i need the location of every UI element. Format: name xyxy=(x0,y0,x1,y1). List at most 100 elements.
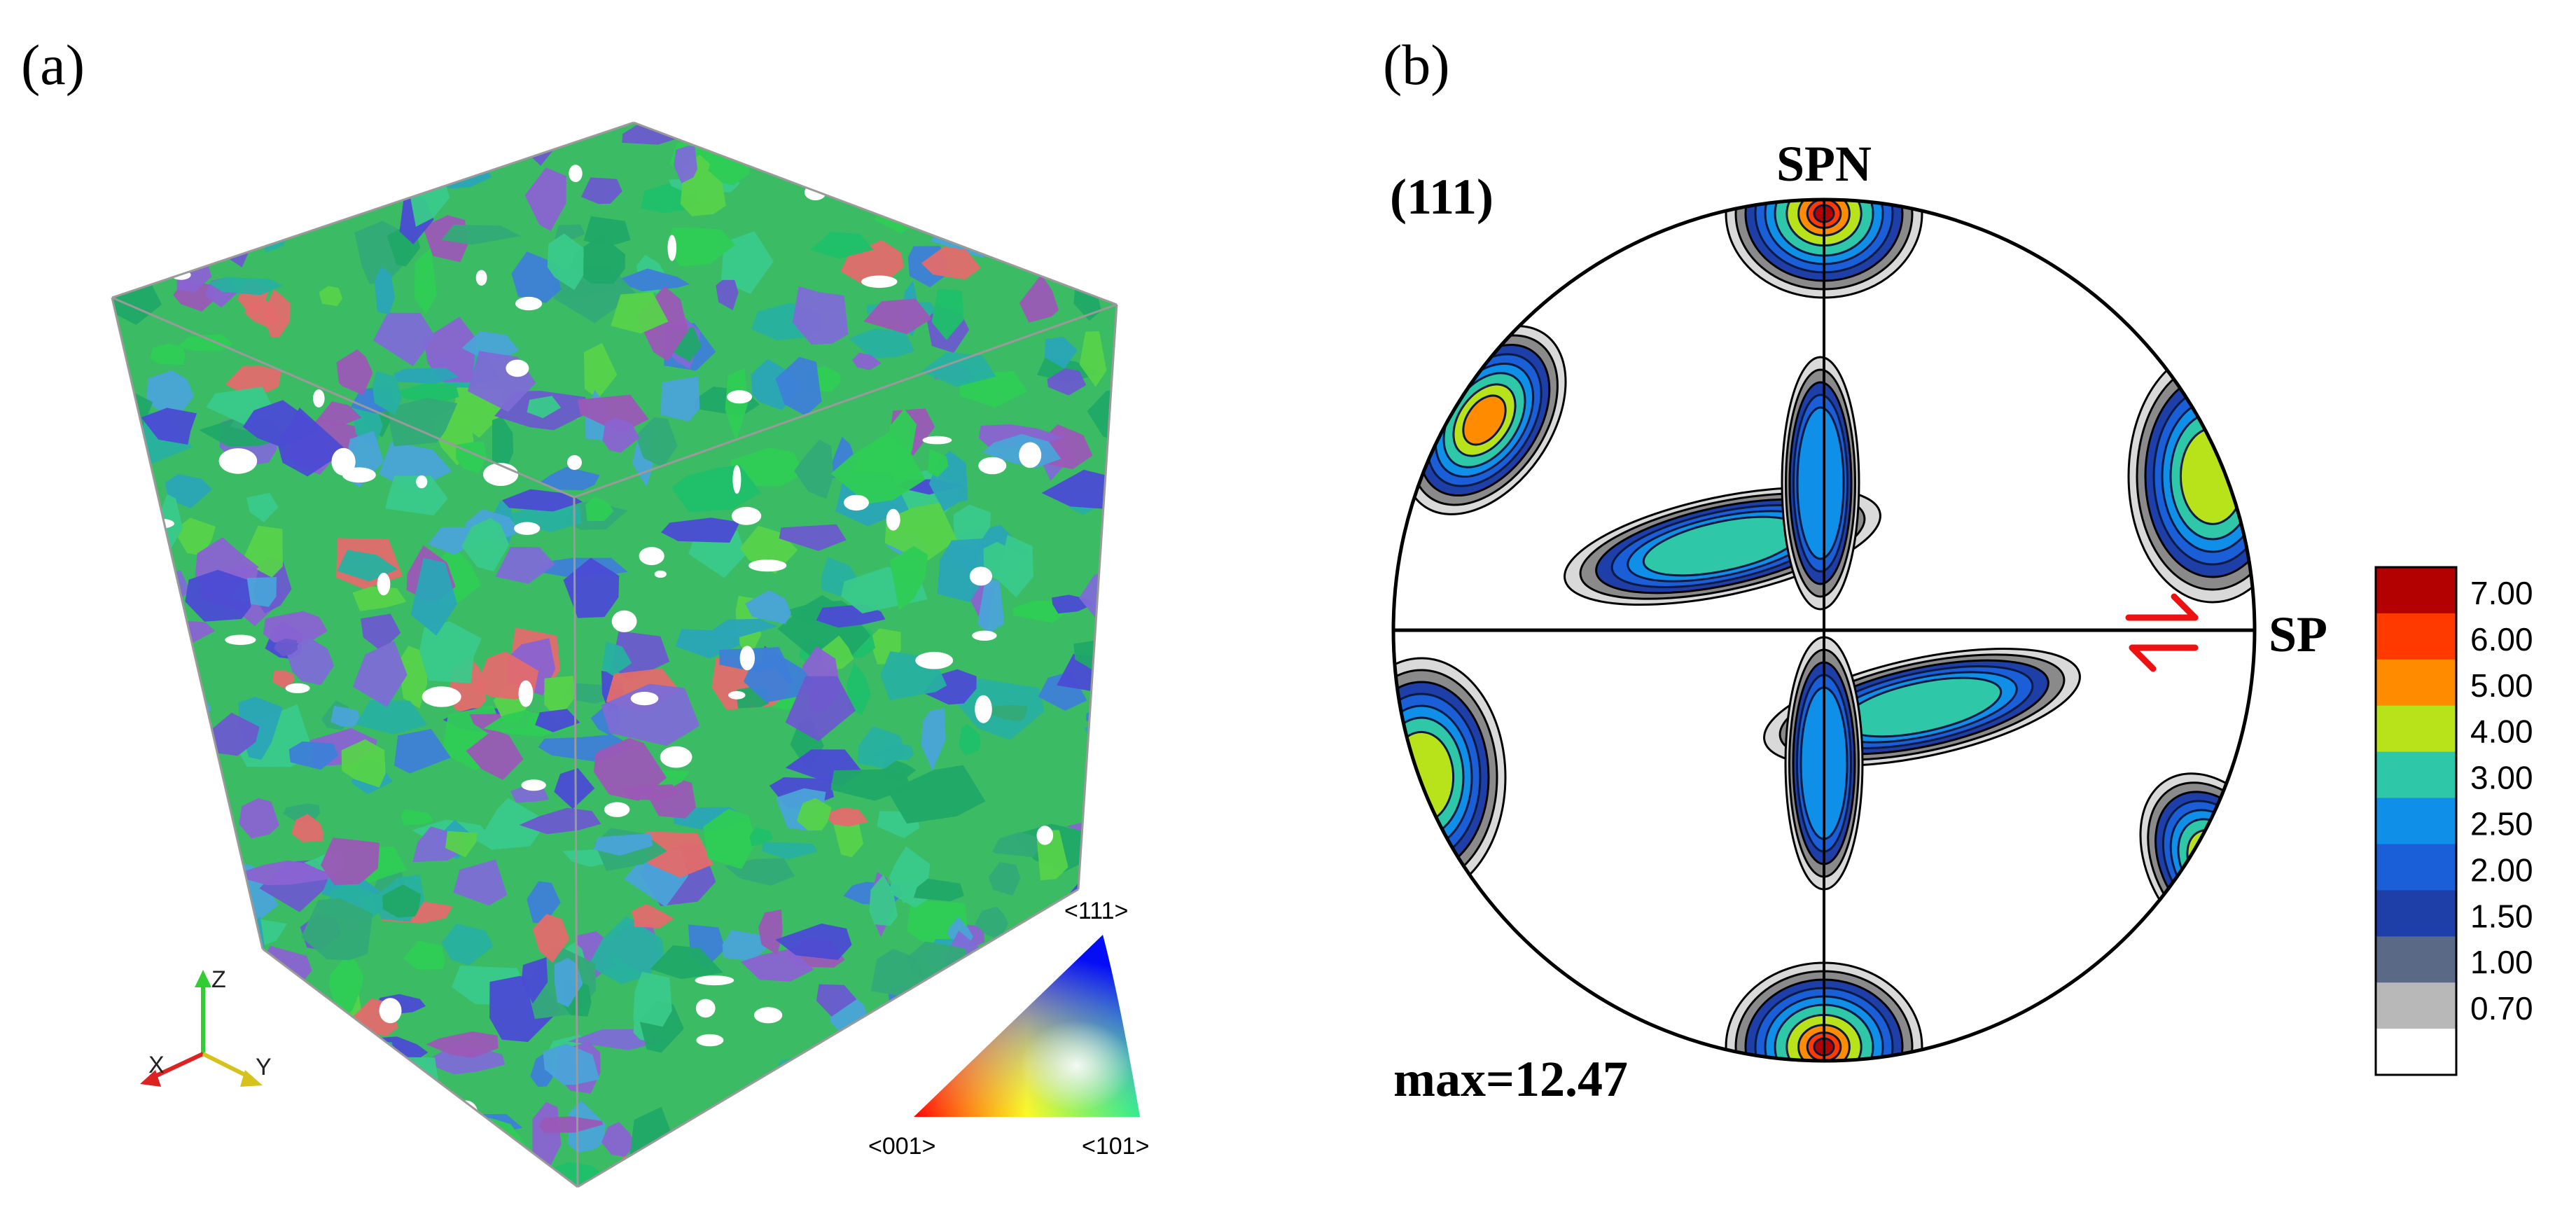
grain xyxy=(830,431,926,504)
grain xyxy=(441,224,522,245)
grain xyxy=(937,538,984,603)
grain xyxy=(398,646,428,709)
grain xyxy=(708,618,778,639)
pole-figure-boundary xyxy=(1391,197,2257,1063)
pore xyxy=(753,1007,783,1024)
grain xyxy=(869,875,898,926)
grain xyxy=(141,408,197,445)
grain xyxy=(394,368,459,384)
pore xyxy=(387,125,406,152)
grain xyxy=(316,401,362,427)
pore xyxy=(825,1104,850,1113)
colorbar-swatch xyxy=(2376,798,2456,844)
pore xyxy=(515,296,543,311)
grain xyxy=(501,489,583,512)
pore xyxy=(695,999,716,1018)
grain xyxy=(319,286,343,307)
grain-cube xyxy=(111,121,1118,1188)
grain xyxy=(134,1115,159,1178)
pore xyxy=(475,270,487,286)
grain xyxy=(544,676,576,720)
grain xyxy=(453,859,508,906)
grain xyxy=(746,1113,809,1150)
grain xyxy=(716,279,739,310)
grain xyxy=(466,729,524,780)
grain xyxy=(112,534,140,556)
pore xyxy=(422,686,461,707)
grain xyxy=(524,167,566,231)
grain xyxy=(1044,337,1078,369)
grain xyxy=(882,123,940,158)
grain xyxy=(635,417,678,468)
grain xyxy=(401,809,433,826)
pore xyxy=(728,690,746,700)
pore xyxy=(1023,162,1036,188)
grain xyxy=(277,408,347,477)
grain xyxy=(934,1115,982,1155)
grain xyxy=(613,268,690,292)
grain xyxy=(921,708,946,771)
grain xyxy=(785,676,856,742)
colorbar-swatch xyxy=(2376,567,2456,614)
grain xyxy=(601,641,632,676)
grain xyxy=(1079,331,1107,387)
grain xyxy=(720,231,774,294)
grain xyxy=(1032,123,1090,182)
pore xyxy=(844,494,869,511)
grain xyxy=(506,1162,532,1187)
grain xyxy=(426,1031,499,1058)
pore xyxy=(218,448,258,474)
pore xyxy=(975,695,992,723)
grain xyxy=(992,832,1040,857)
grain xyxy=(792,286,849,345)
grain xyxy=(320,837,380,885)
grain xyxy=(762,842,818,860)
grain xyxy=(952,129,1031,165)
grain xyxy=(539,466,600,491)
grain xyxy=(703,809,756,870)
grain xyxy=(396,382,459,404)
grain xyxy=(470,123,512,147)
pole-lower-left xyxy=(1393,657,1507,898)
grain xyxy=(611,631,670,681)
grain xyxy=(923,186,975,217)
pore xyxy=(518,680,534,707)
grain xyxy=(527,881,561,924)
colorbar-tick-label: 3.00 xyxy=(2470,760,2533,796)
pore xyxy=(1036,826,1054,845)
grain xyxy=(445,830,478,858)
pore xyxy=(331,447,356,476)
pore xyxy=(218,1116,242,1137)
grain xyxy=(583,216,631,246)
grain xyxy=(339,1098,425,1162)
grain xyxy=(680,1148,713,1187)
grain xyxy=(336,349,373,396)
grain xyxy=(388,398,458,447)
grain xyxy=(775,356,822,416)
grain xyxy=(1068,123,1117,160)
grain xyxy=(633,971,672,1027)
pore xyxy=(514,522,541,535)
grain xyxy=(849,328,915,359)
grain xyxy=(176,334,234,352)
grain xyxy=(1038,1160,1086,1182)
grain xyxy=(121,164,169,204)
grain xyxy=(273,638,298,657)
grain xyxy=(112,541,132,599)
pore xyxy=(969,566,992,586)
grain xyxy=(611,292,669,334)
grain xyxy=(373,312,436,366)
grain xyxy=(846,662,871,716)
colorbar-tick-label: 0.70 xyxy=(2470,990,2533,1027)
grain xyxy=(150,343,186,366)
grain xyxy=(385,475,448,516)
colorbar-swatch xyxy=(2376,751,2456,798)
grain xyxy=(328,1041,398,1075)
grain xyxy=(428,527,473,555)
pore xyxy=(695,975,734,986)
grain xyxy=(330,705,362,728)
pore xyxy=(667,235,677,261)
pore xyxy=(749,559,787,572)
grain xyxy=(887,765,986,824)
